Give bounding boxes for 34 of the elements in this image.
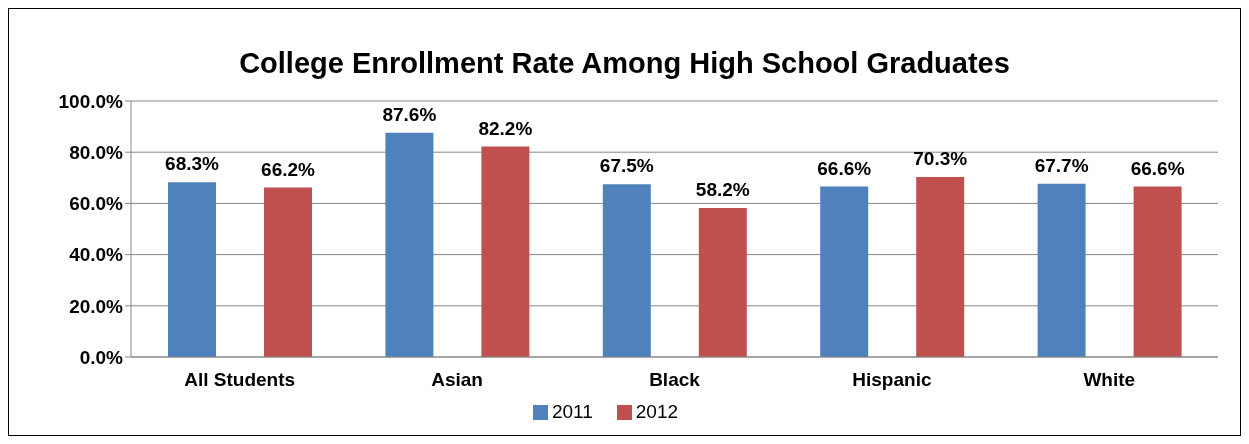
x-tick-label: Hispanic — [852, 369, 932, 391]
bar — [698, 208, 747, 357]
y-tick-label: 40.0% — [69, 244, 124, 266]
bar — [602, 184, 651, 357]
bar — [264, 187, 312, 357]
legend-label: 2011 — [551, 401, 593, 422]
x-tick-label: Asian — [431, 369, 483, 391]
y-tick-label: 100.0% — [58, 90, 124, 112]
bar — [916, 177, 965, 357]
legend-label: 2012 — [635, 401, 679, 422]
data-label: 58.2% — [695, 179, 750, 201]
data-label: 66.6% — [1130, 157, 1185, 179]
data-label: 87.6% — [382, 103, 437, 125]
bar — [1037, 183, 1086, 357]
data-label: 82.2% — [478, 117, 533, 139]
bar — [168, 182, 216, 357]
data-label: 67.5% — [599, 155, 654, 177]
y-tick-label: 0.0% — [79, 346, 124, 368]
x-tick-label: White — [1083, 369, 1136, 391]
y-tick-label: 80.0% — [69, 141, 124, 163]
data-label: 70.3% — [913, 148, 968, 170]
data-label: 68.3% — [165, 153, 220, 175]
bar — [481, 146, 530, 357]
data-label: 66.6% — [817, 157, 872, 179]
x-tick-label: Black — [649, 369, 701, 391]
data-label: 66.2% — [261, 158, 316, 180]
bar — [1133, 186, 1182, 357]
x-tick-label: All Students — [184, 369, 296, 391]
chart-title: College Enrollment Rate Among High School Graduates — [238, 47, 1011, 81]
bar — [820, 186, 869, 357]
y-tick-label: 60.0% — [69, 193, 124, 215]
data-label: 67.7% — [1034, 154, 1089, 176]
y-tick-label: 20.0% — [69, 295, 124, 317]
bar — [385, 132, 434, 357]
